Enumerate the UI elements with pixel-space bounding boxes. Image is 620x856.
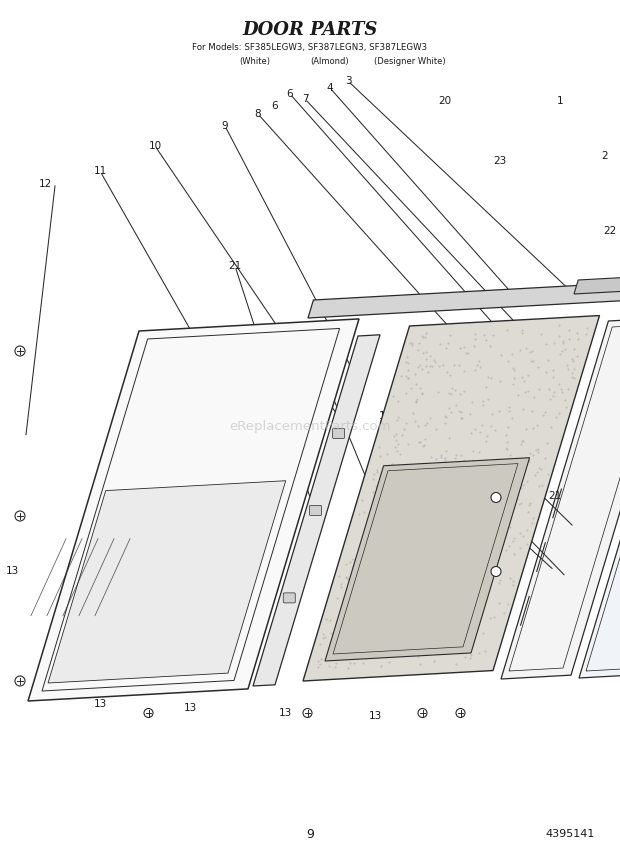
Text: 2: 2 — [601, 151, 608, 161]
Text: 22: 22 — [603, 226, 617, 236]
Text: 23: 23 — [494, 156, 507, 166]
Text: 14: 14 — [123, 511, 136, 521]
Circle shape — [15, 676, 25, 686]
Text: 12: 12 — [38, 179, 51, 189]
Circle shape — [15, 346, 25, 356]
Text: 21: 21 — [228, 261, 242, 271]
Circle shape — [144, 709, 153, 717]
Text: 9: 9 — [306, 828, 314, 841]
Circle shape — [491, 492, 501, 502]
Text: 10: 10 — [148, 141, 162, 151]
Text: 7: 7 — [302, 94, 308, 104]
Polygon shape — [253, 335, 380, 686]
Text: eReplacementParts.com: eReplacementParts.com — [229, 419, 391, 432]
FancyBboxPatch shape — [332, 428, 345, 438]
Text: 13: 13 — [94, 699, 107, 709]
Polygon shape — [501, 318, 620, 679]
Polygon shape — [48, 481, 286, 683]
Text: 18: 18 — [378, 411, 392, 421]
Polygon shape — [303, 316, 600, 681]
Circle shape — [491, 567, 501, 576]
Polygon shape — [574, 263, 620, 294]
Text: 6: 6 — [272, 101, 278, 111]
Polygon shape — [579, 315, 620, 678]
Text: 8: 8 — [255, 109, 261, 119]
Circle shape — [418, 709, 427, 717]
Text: 9: 9 — [222, 121, 228, 131]
Text: (White): (White) — [239, 56, 270, 66]
Polygon shape — [308, 268, 620, 318]
Text: 17: 17 — [508, 341, 521, 351]
Text: 19: 19 — [414, 421, 427, 431]
Circle shape — [303, 709, 312, 717]
Polygon shape — [325, 458, 529, 661]
Text: 12: 12 — [313, 361, 327, 371]
Text: 13: 13 — [184, 703, 197, 713]
Circle shape — [456, 709, 465, 717]
Text: 3: 3 — [345, 76, 352, 86]
Text: 13: 13 — [6, 567, 19, 576]
Text: DOOR PARTS: DOOR PARTS — [242, 21, 378, 39]
Text: 6: 6 — [286, 89, 293, 99]
FancyBboxPatch shape — [309, 505, 322, 515]
Text: (Designer White): (Designer White) — [374, 56, 446, 66]
Text: 20: 20 — [438, 96, 451, 106]
Text: 1: 1 — [557, 96, 564, 106]
Text: 15: 15 — [409, 366, 422, 376]
Text: 10: 10 — [521, 483, 534, 493]
Text: (Almond): (Almond) — [311, 56, 349, 66]
Text: For Models: SF385LEGW3, SF387LEGN3, SF387LEGW3: For Models: SF385LEGW3, SF387LEGN3, SF38… — [192, 43, 428, 51]
FancyBboxPatch shape — [283, 593, 295, 603]
Polygon shape — [28, 319, 359, 701]
Text: 13: 13 — [278, 708, 291, 718]
Text: 11: 11 — [94, 166, 107, 176]
Text: 21: 21 — [548, 491, 562, 501]
Text: 13: 13 — [368, 711, 382, 721]
Text: 13: 13 — [494, 351, 507, 361]
Text: 4395141: 4395141 — [546, 829, 595, 839]
Text: 4: 4 — [327, 83, 334, 93]
Circle shape — [15, 511, 25, 521]
